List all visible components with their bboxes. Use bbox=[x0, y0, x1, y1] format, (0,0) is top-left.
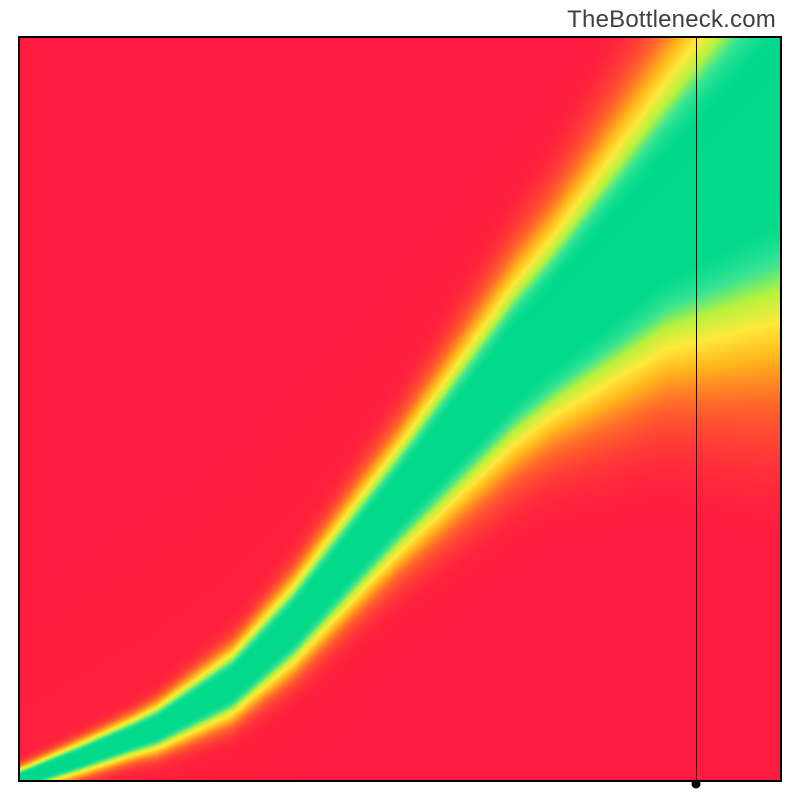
marker-dot bbox=[692, 780, 701, 789]
watermark-text: TheBottleneck.com bbox=[567, 6, 776, 34]
marker-vertical-line bbox=[696, 38, 697, 780]
heatmap-canvas bbox=[20, 38, 780, 780]
chart-frame bbox=[18, 36, 782, 782]
